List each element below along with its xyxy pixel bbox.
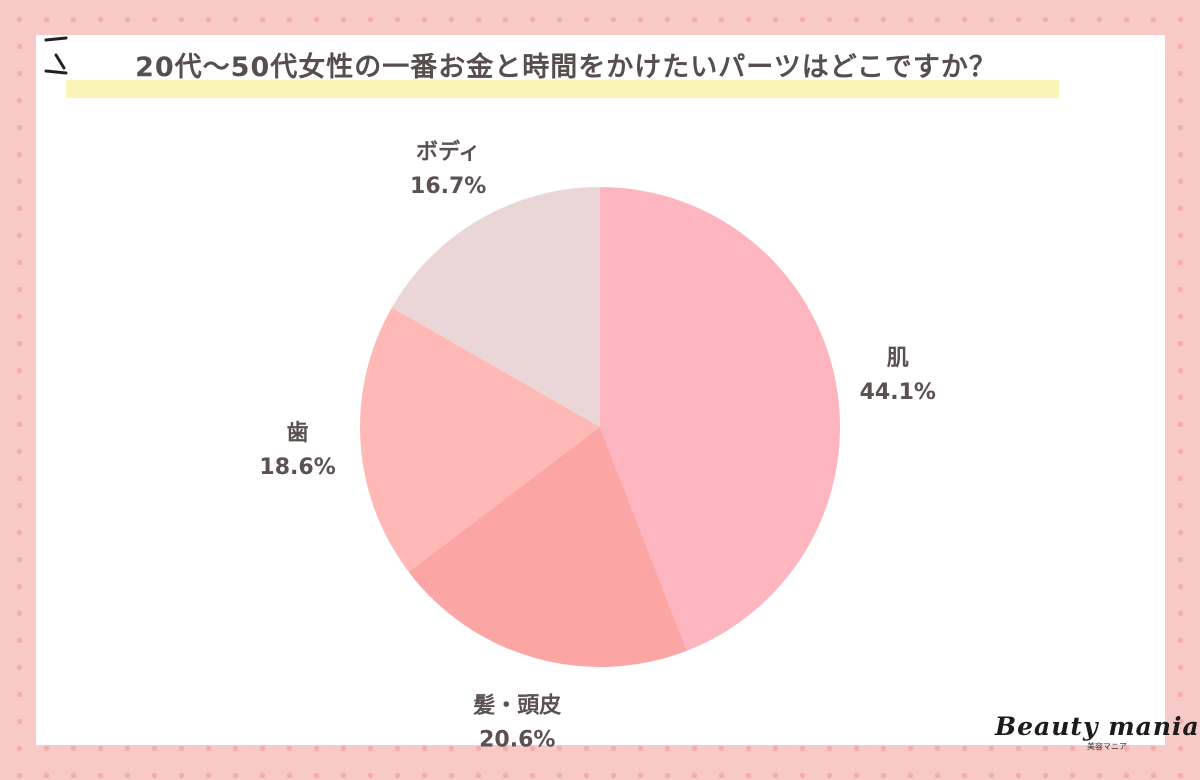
slice-value-label: 44.1% (860, 380, 936, 405)
title-highlight (66, 80, 1059, 98)
sparkle-icon (44, 36, 68, 75)
slice-value-label: 16.7% (410, 174, 486, 199)
slice-category-label: 肌 (887, 346, 909, 371)
logo-text: Beauty mania (995, 712, 1200, 741)
pie-slice-3 (391, 187, 600, 427)
title-area: 20代〜50代女性の一番お金と時間をかけたいパーツはどこですか？ (66, 46, 1066, 136)
brand-logo: Beauty mania 美容マニア (995, 712, 1199, 762)
slice-value-label: 18.6% (259, 455, 335, 480)
slice-category-label: 歯 (287, 420, 309, 446)
slice-category-label: 髪・頭皮 (472, 693, 561, 719)
logo-subtext: 美容マニア (1087, 742, 1127, 751)
chart-title: 20代〜50代女性の一番お金と時間をかけたいパーツはどこですか？ (135, 52, 997, 83)
slice-category-label: ボディ (416, 139, 480, 165)
pie-slice-2 (360, 307, 600, 572)
slice-value-label: 20.6% (479, 728, 555, 753)
pie-slice-0 (600, 187, 841, 651)
pie-slice-1 (408, 427, 687, 668)
